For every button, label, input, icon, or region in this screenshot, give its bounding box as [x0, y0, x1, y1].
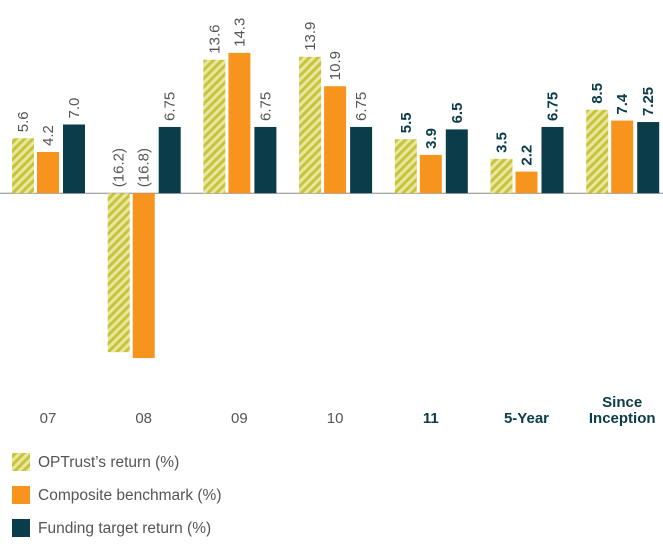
legend-swatch — [12, 486, 30, 504]
x-tick-label: Since Inception — [589, 394, 656, 427]
value-label: 5.5 — [398, 112, 415, 133]
bar — [419, 154, 442, 194]
bar — [394, 139, 417, 194]
bar — [637, 122, 660, 194]
x-tick-label: 11 — [423, 410, 439, 427]
value-label: (16.8) — [136, 148, 153, 187]
bar — [515, 171, 538, 194]
value-label: (16.2) — [111, 148, 128, 187]
value-label: 7.25 — [640, 87, 657, 116]
bar — [63, 124, 85, 194]
bar — [12, 138, 34, 194]
x-tick-label: 09 — [231, 410, 248, 427]
legend-label: OPTrust’s return (%) — [38, 454, 179, 471]
value-label: 5.6 — [15, 111, 32, 132]
bar — [490, 158, 513, 194]
value-label: 6.75 — [162, 92, 179, 121]
bar — [445, 129, 468, 194]
value-label: 7.4 — [614, 93, 631, 115]
value-label: 2.2 — [519, 145, 536, 166]
bar — [228, 52, 251, 194]
value-label: 13.9 — [302, 22, 319, 51]
bar — [132, 193, 155, 359]
value-label: 6.75 — [257, 92, 274, 121]
legend-swatch — [12, 453, 30, 471]
legend-label: Composite benchmark (%) — [38, 487, 221, 504]
value-label: 14.3 — [231, 18, 248, 47]
value-label: 10.9 — [327, 51, 344, 80]
value-label: 4.2 — [40, 125, 57, 146]
value-label: 8.5 — [589, 83, 606, 104]
bar — [350, 126, 373, 194]
x-tick-label: 08 — [135, 410, 152, 427]
bar — [611, 120, 634, 194]
value-label: 6.75 — [353, 92, 370, 121]
value-label: 6.75 — [545, 92, 562, 121]
bar — [158, 126, 181, 194]
x-tick-label: 07 — [40, 410, 57, 427]
bar — [299, 56, 322, 194]
bar — [254, 126, 277, 194]
bar — [107, 193, 130, 353]
bar — [37, 151, 59, 194]
bar — [586, 109, 609, 194]
bar — [541, 126, 564, 194]
x-tick-label: 10 — [327, 410, 344, 427]
legend-swatch — [12, 519, 30, 537]
value-label: 13.6 — [206, 25, 223, 54]
value-label: 7.0 — [66, 98, 83, 119]
bar — [203, 59, 226, 194]
value-label: 6.5 — [449, 103, 466, 124]
value-label: 3.9 — [423, 128, 440, 149]
legend-label: Funding target return (%) — [38, 520, 211, 537]
x-tick-label: 5-Year — [504, 410, 549, 427]
bar — [324, 86, 347, 194]
value-label: 3.5 — [494, 132, 511, 153]
